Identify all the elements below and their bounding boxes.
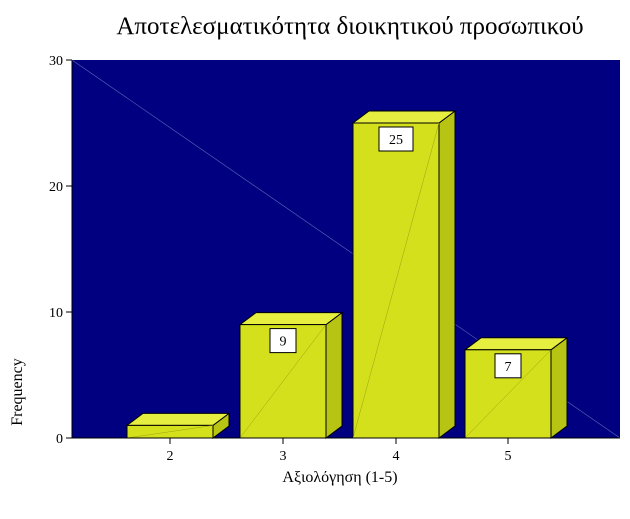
x-tick-label: 5 [505, 449, 512, 464]
x-axis-label: Αξιολόγηση (1-5) [282, 469, 397, 486]
y-tick-label: 0 [56, 432, 63, 447]
data-label-box [378, 126, 414, 152]
data-label: 7 [505, 360, 512, 375]
bar-4: 25 [351, 110, 457, 439]
bar-top-face [125, 412, 231, 426]
y-axis: 0 10 20 30 [49, 54, 73, 447]
bar-side-face [325, 311, 343, 439]
bar-side-face [550, 336, 568, 439]
bar-3: 9 [238, 311, 344, 439]
y-tick-label: 10 [49, 306, 63, 321]
y-axis-label: Frequency [9, 358, 26, 426]
data-label: 25 [389, 133, 403, 148]
bar-top-face [351, 110, 457, 124]
bars: 9 25 7 [125, 110, 569, 439]
bar-2 [125, 412, 231, 439]
bar-sheen-line [126, 425, 214, 439]
y-tick-label: 20 [49, 180, 63, 195]
bar-sheen-line [464, 349, 552, 439]
x-tick-label: 4 [393, 449, 400, 464]
x-tick-label: 2 [167, 449, 174, 464]
data-label-box [269, 328, 297, 354]
y-tick-label: 30 [49, 54, 63, 69]
chart-title: Αποτελεσματικότητα διοικητικού προσωπικο… [116, 13, 583, 40]
bar-5: 7 [463, 336, 569, 439]
bar-top-face [463, 337, 569, 351]
bar-sheen-line [239, 324, 327, 439]
bar-top-face [238, 312, 344, 326]
data-label-box [494, 353, 522, 379]
x-tick-label: 3 [280, 449, 287, 464]
bar-sheen-line [352, 122, 440, 439]
data-label: 9 [280, 335, 287, 350]
bar-side-face [438, 110, 456, 439]
x-axis: 2 3 4 5 [72, 437, 620, 464]
